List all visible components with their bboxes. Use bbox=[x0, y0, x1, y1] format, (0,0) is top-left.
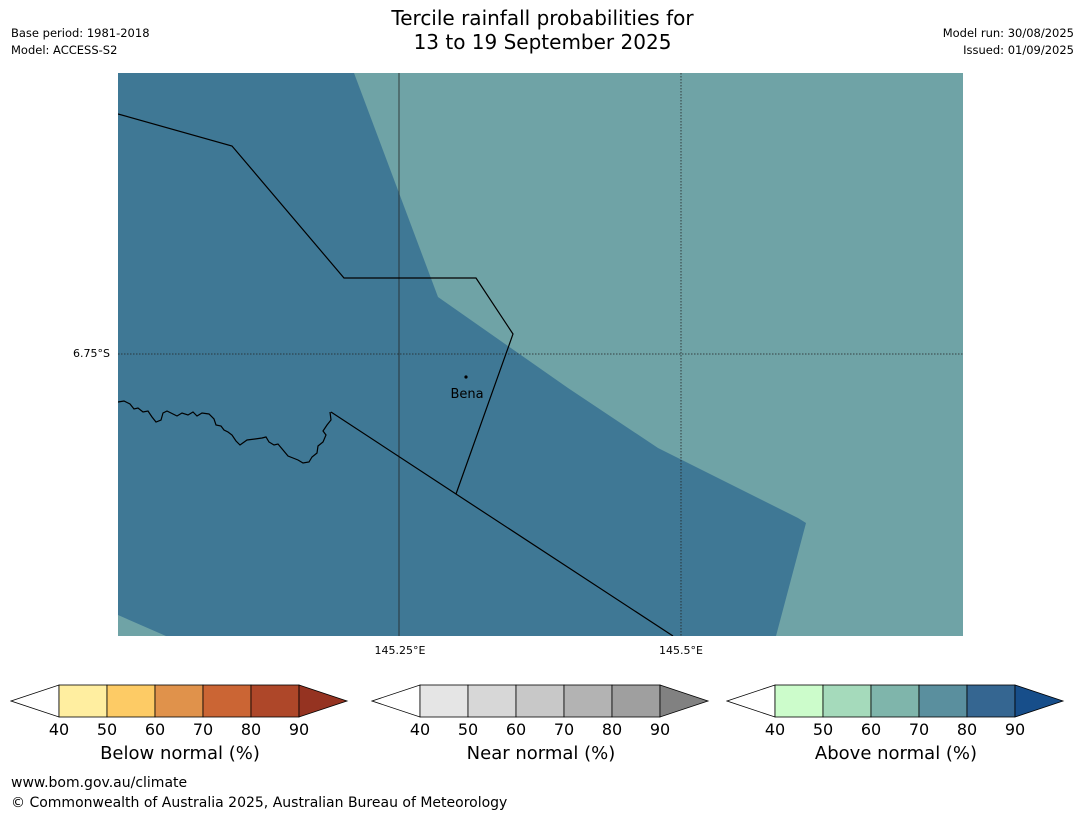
boundary-line-south bbox=[330, 411, 674, 636]
model-run-text: Model run: 30/08/2025 bbox=[942, 26, 1074, 40]
colorbar-near-normal-high-extension bbox=[659, 684, 710, 718]
tick-label-below-normal-3: 70 bbox=[192, 720, 214, 739]
colorbar-above-normal-high-extension bbox=[1014, 684, 1065, 718]
tick-label-below-normal-1: 50 bbox=[96, 720, 118, 739]
colorbar-below-normal-segment-1 bbox=[106, 684, 156, 718]
legend-above-normal: 40 50 60 70 80 90 bbox=[726, 684, 1066, 739]
ticks-above-normal: 40 50 60 70 80 90 bbox=[726, 719, 1066, 739]
colorbar-below-normal-segment-0 bbox=[58, 684, 108, 718]
colorbar-near-normal-segment-1 bbox=[467, 684, 517, 718]
colorbar-near-normal-low-extension bbox=[371, 684, 421, 718]
legend-title-below-normal: Below normal (%) bbox=[100, 743, 260, 764]
legend-below-normal: 40 50 60 70 80 90 bbox=[10, 684, 350, 739]
colorbar-above-normal-segment-0 bbox=[774, 684, 824, 718]
legend-title-near-normal: Near normal (%) bbox=[466, 743, 616, 764]
colorbar-below-normal-low-extension bbox=[10, 684, 60, 718]
colorbar-above-normal bbox=[726, 684, 1065, 718]
colorbar-above-normal-low-extension bbox=[726, 684, 776, 718]
town-marker[interactable] bbox=[464, 375, 468, 379]
colorbar-below-normal bbox=[10, 684, 349, 718]
colorbar-near-normal bbox=[371, 684, 710, 718]
longitude-label-145-5: 145.5°E bbox=[659, 644, 703, 657]
tick-label-near-normal-2: 60 bbox=[505, 720, 527, 739]
tick-label-near-normal-4: 80 bbox=[601, 720, 623, 739]
tick-label-below-normal-5: 90 bbox=[288, 720, 310, 739]
tick-label-above-normal-2: 60 bbox=[860, 720, 882, 739]
longitude-label-145-25: 145.25°E bbox=[374, 644, 426, 657]
ticks-near-normal: 40 50 60 70 80 90 bbox=[371, 719, 711, 739]
colorbar-below-normal-high-extension bbox=[298, 684, 349, 718]
colorbar-below-normal-segment-2 bbox=[154, 684, 204, 718]
meta-right: Model run: 30/08/2025 Issued: 01/09/2025 bbox=[943, 25, 1074, 59]
town-label: Bena bbox=[450, 387, 484, 402]
model-text: Model: ACCESS-S2 bbox=[11, 43, 118, 57]
meta-left: Base period: 1981-2018 Model: ACCESS-S2 bbox=[11, 25, 150, 59]
colorbar-near-normal-segment-0 bbox=[419, 684, 469, 718]
colorbar-below-normal-segment-3 bbox=[202, 684, 252, 718]
map-panel[interactable] bbox=[118, 73, 963, 636]
title-line-2: 13 to 19 September 2025 bbox=[413, 30, 672, 54]
colorbar-above-normal-segment-1 bbox=[822, 684, 872, 718]
colorbar-near-normal-segment-3 bbox=[563, 684, 613, 718]
colorbar-above-normal-segment-4 bbox=[966, 684, 1016, 718]
tick-label-near-normal-0: 40 bbox=[409, 720, 431, 739]
boundary-line-north bbox=[118, 113, 514, 495]
tick-label-above-normal-5: 90 bbox=[1004, 720, 1026, 739]
title-line-1: Tercile rainfall probabilities for bbox=[391, 6, 694, 30]
tick-label-above-normal-1: 50 bbox=[812, 720, 834, 739]
tick-label-near-normal-3: 70 bbox=[553, 720, 575, 739]
tick-label-below-normal-0: 40 bbox=[48, 720, 70, 739]
tick-label-near-normal-1: 50 bbox=[457, 720, 479, 739]
colorbar-near-normal-segment-4 bbox=[611, 684, 661, 718]
base-period-text: Base period: 1981-2018 bbox=[11, 26, 150, 40]
tick-label-above-normal-0: 40 bbox=[764, 720, 786, 739]
tick-label-above-normal-3: 70 bbox=[908, 720, 930, 739]
issued-text: Issued: 01/09/2025 bbox=[963, 43, 1074, 57]
colorbar-above-normal-segment-3 bbox=[918, 684, 968, 718]
tick-label-above-normal-4: 80 bbox=[956, 720, 978, 739]
latitude-label: 6.75°S bbox=[73, 347, 110, 360]
tick-label-below-normal-4: 80 bbox=[240, 720, 262, 739]
footer-copyright: © Commonwealth of Australia 2025, Austra… bbox=[11, 795, 508, 811]
colorbar-above-normal-segment-2 bbox=[870, 684, 920, 718]
footer-url[interactable]: www.bom.gov.au/climate bbox=[11, 775, 188, 791]
tick-label-below-normal-2: 60 bbox=[144, 720, 166, 739]
colorbar-below-normal-segment-4 bbox=[250, 684, 300, 718]
legend-title-above-normal: Above normal (%) bbox=[814, 743, 978, 764]
ticks-below-normal: 40 50 60 70 80 90 bbox=[10, 719, 350, 739]
river-line bbox=[118, 400, 332, 464]
tick-label-near-normal-5: 90 bbox=[649, 720, 671, 739]
map-svg[interactable] bbox=[118, 73, 963, 636]
colorbar-near-normal-segment-2 bbox=[515, 684, 565, 718]
map-title: Tercile rainfall probabilities for 13 to… bbox=[0, 6, 1085, 54]
legend-near-normal: 40 50 60 70 80 90 bbox=[371, 684, 711, 739]
